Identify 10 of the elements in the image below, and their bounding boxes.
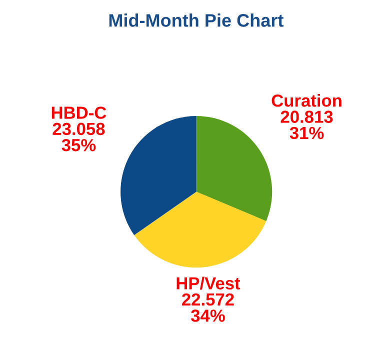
data-label: 22.572 34% xyxy=(182,293,234,322)
pie-slice xyxy=(134,192,266,268)
data-label: 23.058 35% xyxy=(52,122,105,152)
slice-label: HBD-C xyxy=(52,106,106,119)
chart-title: Mid-Month Pie Chart xyxy=(109,14,284,27)
slice-label: HP/Vest xyxy=(176,276,240,290)
data-label: 20.813 31% xyxy=(280,110,333,140)
pie-slice xyxy=(120,116,196,236)
slice-label: Curation xyxy=(272,94,342,107)
pie-slice xyxy=(196,116,272,222)
